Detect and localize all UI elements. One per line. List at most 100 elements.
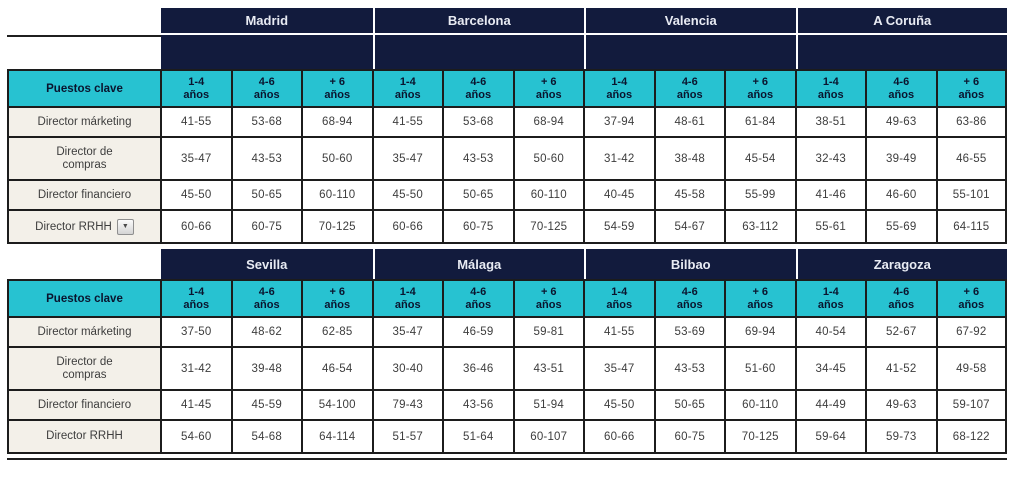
salary-range-cell: 60-75 [654, 420, 725, 454]
salary-range-cell: 45-50 [161, 180, 232, 210]
salary-range-cell: 53-69 [654, 317, 725, 347]
salary-range-cell: 43-53 [231, 137, 302, 180]
experience-header: 1-4 años [372, 69, 444, 107]
salary-range-cell: 54-59 [584, 210, 655, 244]
city-subheader [372, 35, 585, 69]
salary-range-cell: 41-55 [161, 107, 232, 137]
salary-range-cell: 59-81 [513, 317, 584, 347]
row-label-cell: Director financiero [7, 390, 161, 420]
salary-range-cell: 51-60 [725, 347, 796, 390]
salary-range-cell: 46-54 [302, 347, 373, 390]
salary-range-cell: 38-48 [654, 137, 726, 180]
salary-range-cell: 31-42 [161, 347, 232, 390]
city-header: Barcelona [372, 8, 585, 35]
salary-range-cell: 64-114 [302, 420, 373, 454]
experience-header: 1-4 años [584, 69, 655, 107]
salary-range-cell: 40-45 [584, 180, 655, 210]
table-row: Director de compras 31-42 39-48 46-54 30-40 3… [7, 347, 1008, 390]
salary-range-cell: 51-57 [372, 420, 443, 454]
salary-range-cell: 59-73 [866, 420, 937, 454]
row-label: Director RRHH [35, 220, 112, 233]
salary-range-cell: 45-50 [372, 180, 444, 210]
salary-range-cell: 41-45 [161, 390, 232, 420]
salary-range-cell: 53-68 [443, 107, 514, 137]
salary-range-cell: 35-47 [372, 137, 444, 180]
salary-range-cell: 54-60 [161, 420, 232, 454]
salary-range-cell: 49-58 [936, 347, 1008, 390]
salary-table-section-1: Madrid Barcelona Valencia A Coruña Puestos c… [7, 8, 1008, 244]
salary-range-cell: 59-64 [795, 420, 867, 454]
city-header: Valencia [584, 8, 796, 35]
table-row: Director financiero 41-45 45-59 54-100 79-43… [7, 390, 1008, 420]
row-label: Director de compras [56, 355, 113, 381]
city-header: A Coruña [795, 8, 1008, 35]
salary-range-cell: 50-60 [302, 137, 373, 180]
salary-range-cell: 54-100 [302, 390, 373, 420]
experience-header: 1-4 años [795, 69, 867, 107]
experience-header: 4-6 años [654, 279, 725, 317]
salary-range-cell: 54-67 [654, 210, 726, 244]
experience-header: 1-4 años [161, 69, 232, 107]
salary-range-cell: 41-52 [866, 347, 937, 390]
salary-range-cell: 31-42 [584, 137, 655, 180]
row-header-label: Puestos clave [7, 69, 161, 107]
city-header: Bilbao [584, 249, 796, 279]
salary-range-cell: 68-122 [936, 420, 1008, 454]
experience-header: + 6 años [302, 279, 373, 317]
experience-header: 1-4 años [372, 279, 443, 317]
corner-cell [7, 249, 161, 279]
table-row: Director márketing 41-55 53-68 68-94 41-55 53… [7, 107, 1008, 137]
experience-header: 1-4 años [795, 279, 867, 317]
salary-range-cell: 63-86 [936, 107, 1008, 137]
experience-header: + 6 años [513, 279, 584, 317]
salary-range-cell: 55-69 [866, 210, 937, 244]
salary-range-cell: 50-65 [231, 180, 302, 210]
salary-range-cell: 40-54 [795, 317, 867, 347]
salary-range-cell: 51-94 [513, 390, 584, 420]
experience-header-row: Puestos clave 1-4 años 4-6 años + 6 años 1-4… [7, 69, 1008, 107]
experience-header: 4-6 años [866, 69, 937, 107]
salary-range-cell: 32-43 [795, 137, 867, 180]
table-row: Director de compras 35-47 43-53 50-60 35-47 4… [7, 137, 1008, 180]
experience-header: 4-6 años [443, 69, 514, 107]
city-subheader [795, 35, 1008, 69]
city-header-row: Sevilla Málaga Bilbao Zaragoza [7, 249, 1008, 279]
experience-header-row: Puestos clave 1-4 años 4-6 años + 6 años 1-4… [7, 279, 1008, 317]
salary-range-cell: 49-63 [866, 390, 937, 420]
salary-range-cell: 43-53 [654, 347, 725, 390]
salary-range-cell: 35-47 [372, 317, 443, 347]
corner-rule-cell [7, 35, 161, 69]
salary-range-cell: 60-66 [584, 420, 655, 454]
salary-range-cell: 45-54 [725, 137, 796, 180]
salary-range-cell: 50-65 [654, 390, 725, 420]
salary-range-cell: 30-40 [372, 347, 443, 390]
salary-range-cell: 35-47 [584, 347, 655, 390]
salary-range-cell: 45-59 [231, 390, 302, 420]
salary-range-cell: 50-65 [443, 180, 514, 210]
city-header: Zaragoza [795, 249, 1008, 279]
salary-range-cell: 55-101 [936, 180, 1008, 210]
row-label: Director márketing [37, 115, 132, 128]
salary-range-cell: 60-110 [725, 390, 796, 420]
city-subheader-row [7, 35, 1008, 69]
row-label: Director de compras [56, 145, 113, 171]
city-header: Madrid [161, 8, 373, 35]
salary-range-cell: 70-125 [302, 210, 373, 244]
dropdown-arrow-icon: ▼ [121, 223, 129, 230]
experience-header: 4-6 años [443, 279, 514, 317]
experience-header: + 6 años [936, 279, 1008, 317]
salary-range-cell: 70-125 [725, 420, 796, 454]
salary-range-cell: 60-75 [231, 210, 302, 244]
salary-range-cell: 79-43 [372, 390, 443, 420]
salary-range-cell: 45-58 [654, 180, 726, 210]
salary-range-cell: 37-50 [161, 317, 232, 347]
row-label-cell: Director márketing [7, 317, 161, 347]
salary-table-section-2: Sevilla Málaga Bilbao Zaragoza Puestos clave… [7, 249, 1008, 454]
row-label-cell: Director RRHH [7, 420, 161, 454]
filter-dropdown-button[interactable]: ▼ [116, 218, 134, 235]
salary-range-cell: 62-85 [302, 317, 373, 347]
salary-range-cell: 64-115 [936, 210, 1008, 244]
experience-header: + 6 años [936, 69, 1008, 107]
table-row: Director RRHH 54-60 54-68 64-114 51-57 51-64 6… [7, 420, 1008, 454]
